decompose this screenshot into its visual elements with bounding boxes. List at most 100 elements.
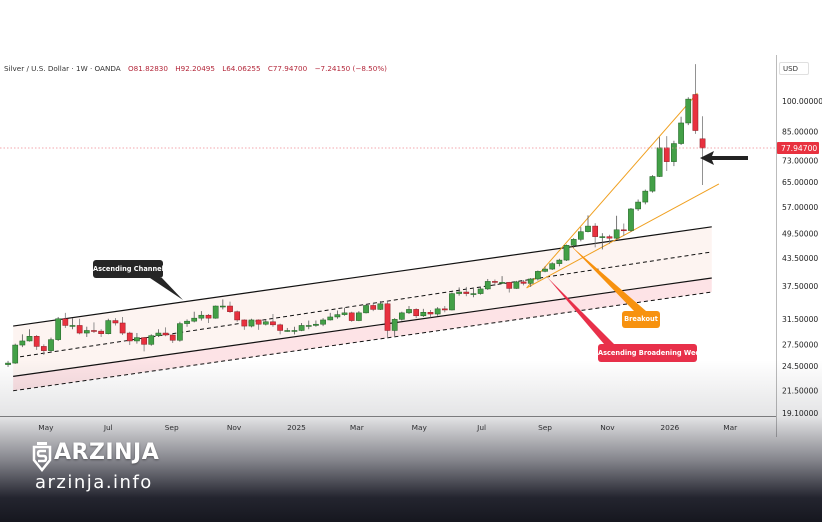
close-value: C77.94700 (267, 64, 308, 73)
candle (55, 318, 62, 340)
candle (241, 319, 248, 327)
candle (449, 293, 455, 311)
candle (270, 321, 276, 326)
candle (212, 305, 219, 319)
time-tick-label: Mar (350, 423, 365, 432)
price-tick-label: 43.50000 (782, 254, 818, 263)
candle (191, 317, 198, 322)
currency-selector[interactable]: USD (779, 62, 809, 75)
candle (370, 305, 377, 310)
candle (585, 225, 591, 232)
high-value: H92.20495 (175, 64, 215, 73)
candle (635, 201, 641, 210)
candle (563, 245, 570, 261)
time-tick-label: 2026 (660, 423, 679, 432)
candle (527, 278, 534, 284)
last-price-label: 77.94700 (781, 144, 817, 153)
wedge-callout-pointer (547, 277, 614, 344)
shield-s-icon (32, 442, 52, 472)
time-tick-label: 2025 (287, 423, 306, 432)
candle (62, 318, 69, 326)
candle (284, 330, 291, 332)
candle (420, 312, 427, 317)
price-tick-label: 19.10000 (782, 409, 818, 418)
time-tick-label: Mar (723, 423, 738, 432)
price-tick-label: 57.00000 (782, 203, 818, 212)
candle (363, 305, 369, 314)
candle (320, 319, 326, 325)
candle (148, 335, 155, 345)
candle (685, 98, 692, 124)
candle (126, 332, 133, 342)
candle (83, 330, 90, 334)
candle (599, 236, 606, 238)
candle (456, 291, 462, 294)
candle (642, 190, 649, 203)
candle (177, 323, 183, 341)
time-tick-label: Nov (227, 423, 242, 432)
time-tick-label: Jul (103, 423, 113, 432)
watermark-name: ARZINJA (54, 440, 160, 465)
candle (441, 308, 448, 311)
candle (434, 308, 441, 315)
candle (348, 312, 355, 321)
candle (277, 324, 283, 331)
candle (656, 147, 663, 177)
price-tick-label: 24.50000 (782, 362, 818, 371)
candle (535, 271, 541, 280)
candle (620, 229, 627, 232)
time-tick-label: Sep (165, 423, 179, 432)
candle (513, 281, 520, 289)
symbol-title: Silver / U.S. Dollar · 1W · OANDA (4, 64, 121, 73)
candle (48, 339, 54, 351)
time-tick-label: May (412, 423, 428, 432)
candle (40, 346, 47, 351)
candle (134, 337, 140, 342)
candle (12, 344, 19, 364)
candle (499, 282, 505, 284)
candle (91, 330, 97, 332)
candle (119, 322, 126, 334)
candle (570, 239, 577, 246)
low-value: L64.06255 (222, 64, 261, 73)
candle (205, 314, 212, 319)
time-tick-label: Jul (476, 423, 486, 432)
candle (162, 332, 169, 336)
wedge-lower-line (526, 183, 720, 289)
candle (470, 293, 477, 295)
candle (169, 334, 176, 341)
change-value: −7.24150 (−8.50%) (314, 64, 387, 73)
candle (628, 208, 634, 231)
open-value: O81.82830 (127, 64, 168, 73)
candle (678, 122, 684, 144)
candle (549, 263, 556, 270)
candle (413, 309, 420, 317)
candle (327, 316, 334, 321)
candle (262, 321, 269, 325)
candle (184, 320, 190, 324)
candle (542, 268, 548, 272)
candle (26, 336, 33, 342)
breakout-callout: Breakout (622, 311, 660, 328)
candle (219, 305, 226, 308)
price-tick-label: 73.00000 (782, 156, 818, 165)
price-tick-label: 21.50000 (782, 387, 818, 396)
arrow-left-icon (700, 151, 748, 165)
candle (506, 282, 513, 289)
candle (305, 325, 312, 327)
candle (671, 143, 677, 162)
price-tick-label: 37.50000 (782, 282, 818, 291)
broadening-wedge-callout: Ascending Broadening Wedge (598, 344, 709, 362)
candle (649, 176, 656, 192)
price-tick-label: 85.00000 (782, 128, 818, 137)
candle (391, 319, 398, 331)
candle (377, 303, 384, 310)
candle (19, 340, 26, 346)
candle (291, 330, 298, 332)
candle (105, 320, 112, 334)
candle (227, 305, 233, 312)
candle (313, 323, 319, 326)
candle (248, 319, 255, 327)
candle (141, 337, 147, 345)
candle (33, 336, 40, 347)
